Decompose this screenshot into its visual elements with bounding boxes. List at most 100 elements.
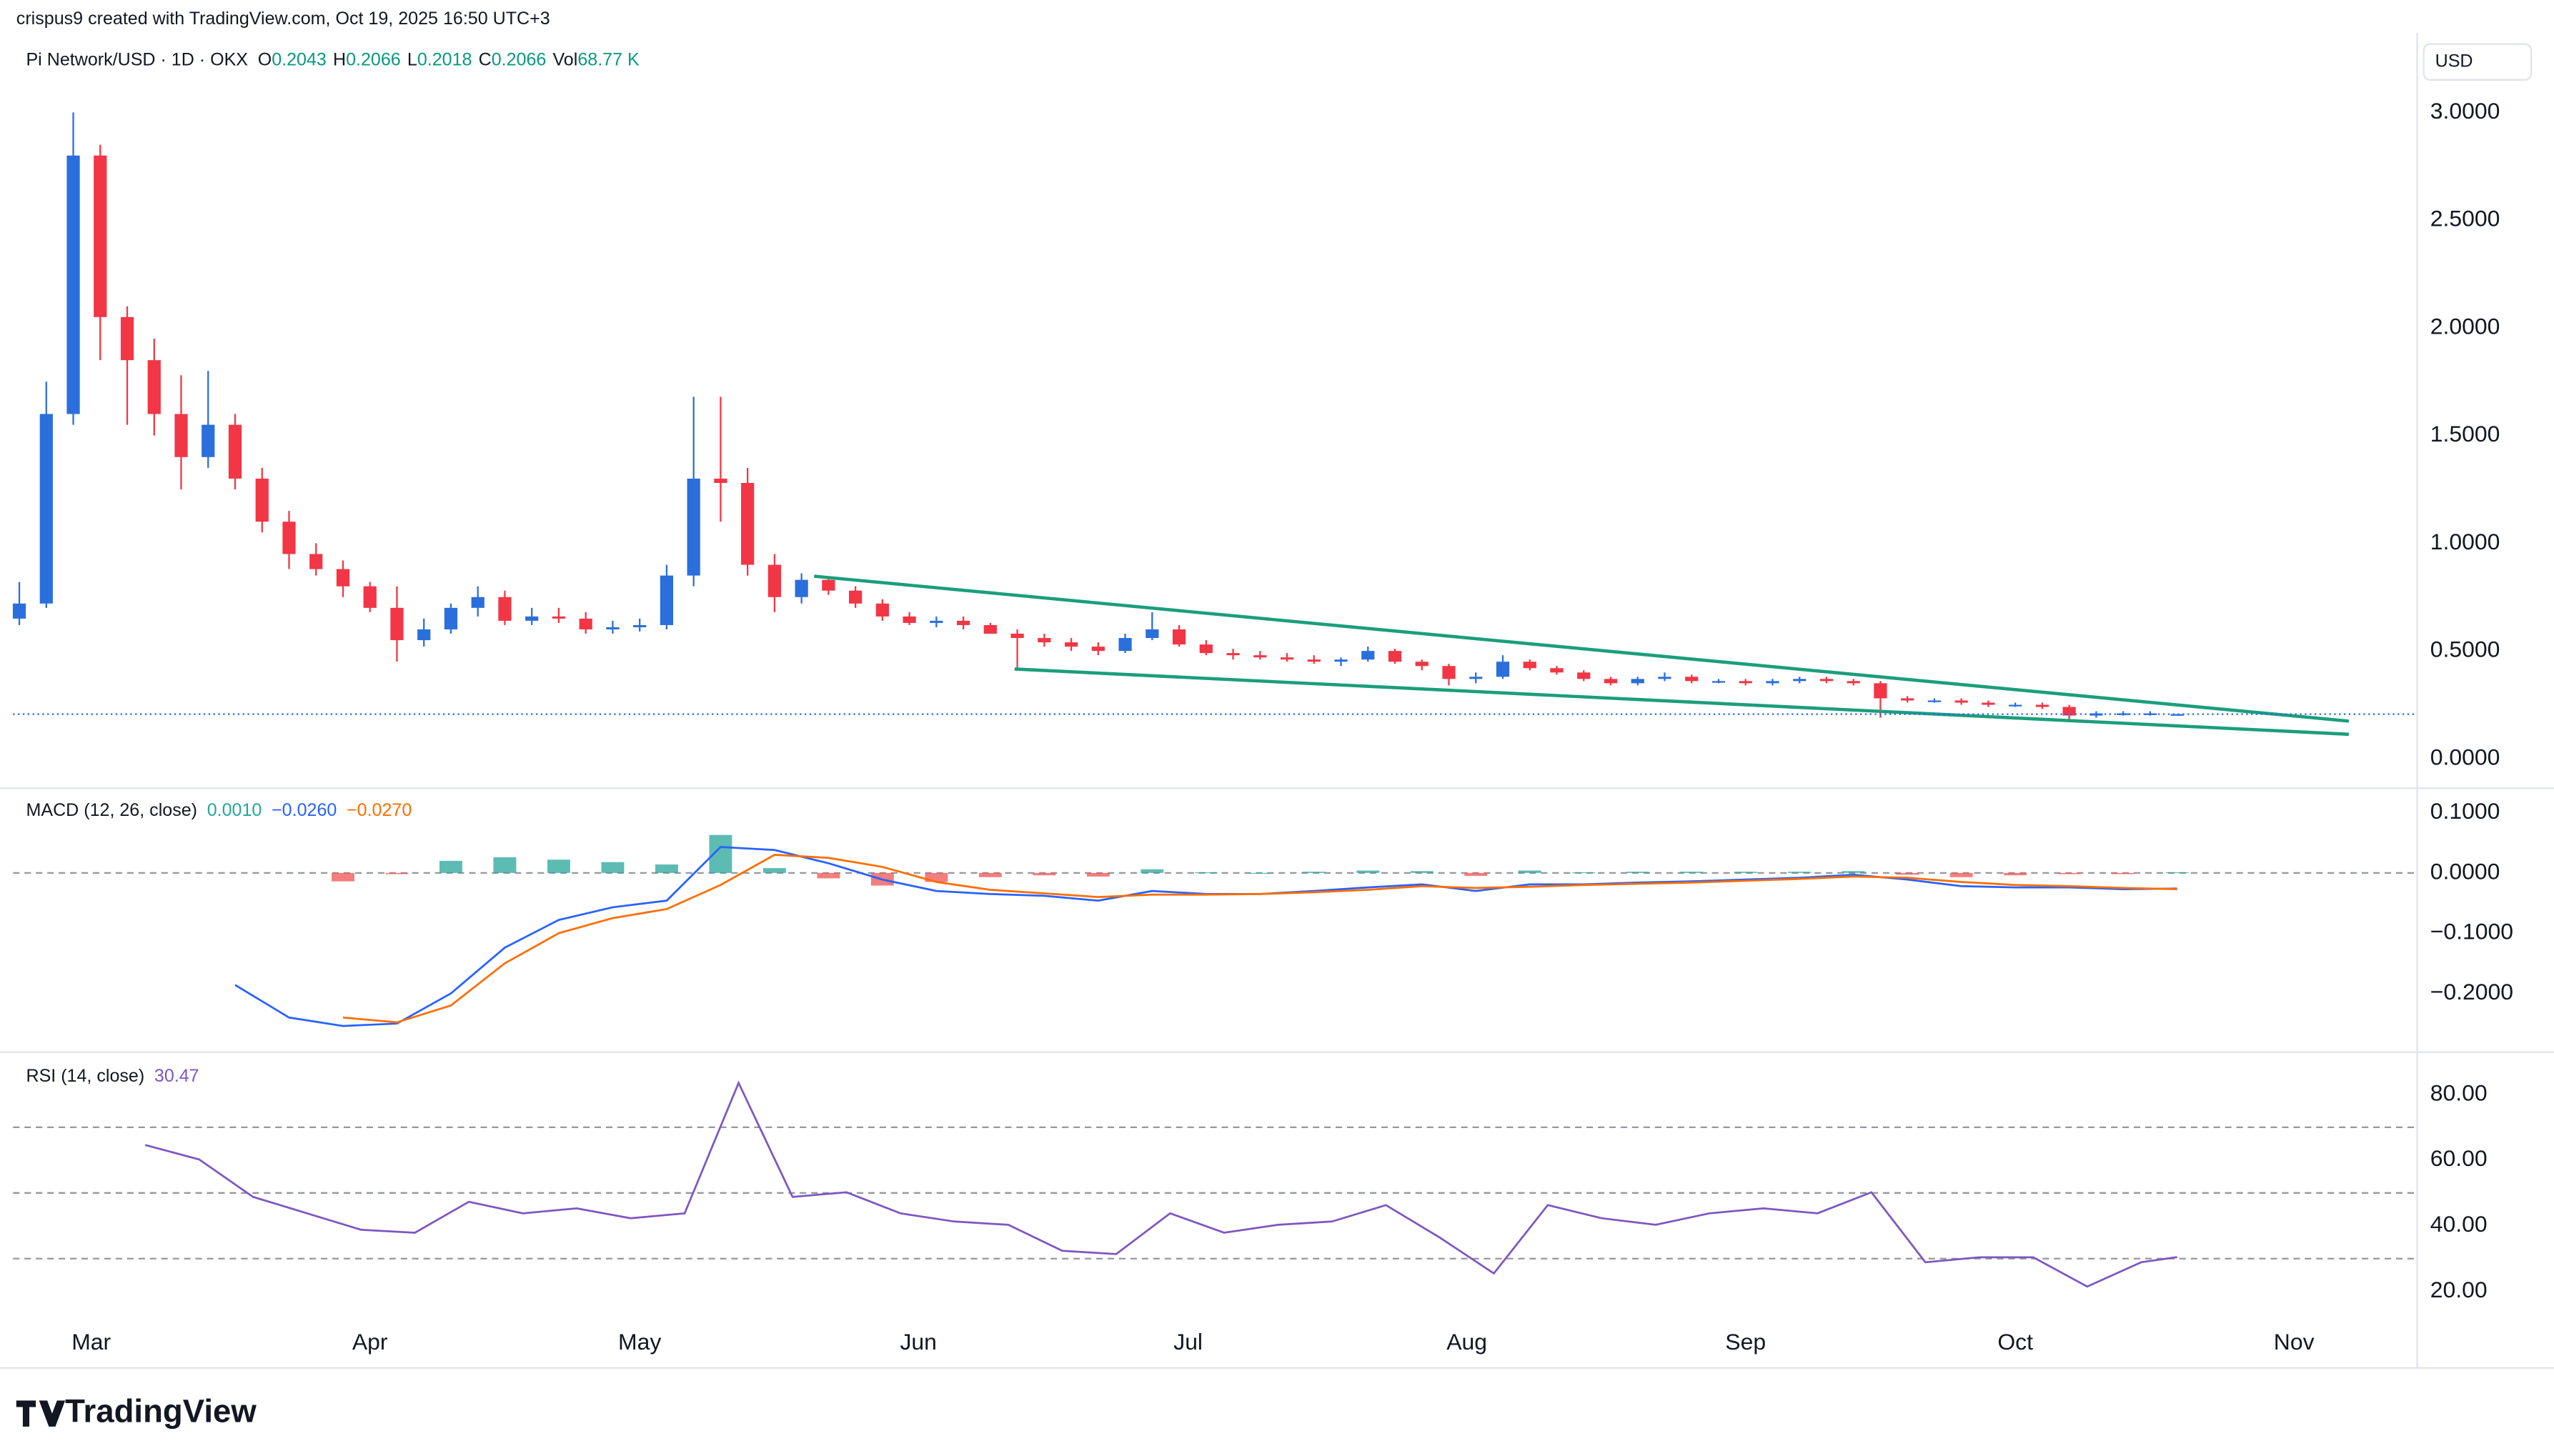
- candle-body: [174, 414, 188, 457]
- trendline: [814, 574, 2350, 723]
- candle-body: [2117, 713, 2130, 715]
- c-value: 0.2066: [492, 49, 547, 69]
- candle-body: [1631, 679, 1644, 684]
- candle-body: [767, 564, 782, 597]
- vol-label: Vol: [552, 49, 577, 69]
- currency[interactable]: USD: [2435, 51, 2473, 71]
- candle-body: [1577, 672, 1591, 679]
- candle-body: [255, 478, 269, 522]
- candle-body: [1307, 659, 1321, 662]
- histogram-bar: [1680, 872, 1704, 873]
- candle-body: [1927, 700, 1942, 702]
- histogram-bar: [1356, 870, 1380, 873]
- candle-body: [1496, 662, 1510, 677]
- candle-body: [633, 624, 647, 627]
- candle-body: [741, 482, 755, 565]
- y-tick-label: 60.00: [2430, 1145, 2488, 1171]
- l-value: 0.2018: [417, 49, 472, 69]
- candle-body: [1146, 629, 1159, 639]
- y-tick-label: 1.5000: [2430, 421, 2500, 447]
- candle-body: [336, 569, 350, 587]
- histogram-bar: [978, 872, 1002, 877]
- candle-body: [983, 624, 997, 634]
- candle-body: [525, 616, 539, 621]
- histogram-bar: [1896, 872, 1919, 875]
- candle-body: [956, 620, 970, 625]
- candle-body: [606, 627, 620, 629]
- candle-body: [1038, 638, 1051, 643]
- candle-body: [228, 424, 242, 479]
- candle-body: [363, 586, 377, 608]
- currency-box[interactable]: [2423, 43, 2533, 81]
- macd-legend: MACD (12, 26, close) 0.0010 −0.0260 −0.0270: [26, 800, 412, 820]
- histogram-bar: [2165, 872, 2189, 874]
- candle-body: [1819, 679, 1834, 682]
- histogram-bar: [2004, 872, 2027, 876]
- rsi-legend-value: 30.47: [154, 1065, 199, 1085]
- vol-value: 68.77 K: [577, 49, 640, 69]
- x-tick-label: Apr: [352, 1329, 388, 1355]
- histogram-bar: [1734, 872, 1757, 873]
- symbol: Pi Network/USD · 1D · OKX: [26, 49, 248, 69]
- o-value: 0.2043: [272, 49, 327, 69]
- candle-body: [1334, 659, 1348, 662]
- candle-body: [1442, 666, 1456, 679]
- candle-body: [579, 618, 592, 629]
- y-tick-label: 2.5000: [2430, 206, 2500, 231]
- histogram-bar: [332, 872, 354, 882]
- macd-legend-value: −0.0260: [272, 800, 337, 820]
- candle-body: [2170, 714, 2184, 716]
- candle-body: [498, 597, 512, 621]
- candle-body: [309, 554, 323, 569]
- macd-legend-value: −0.0270: [347, 800, 412, 820]
- candle-body: [1469, 677, 1483, 679]
- x-tick-label: Sep: [1725, 1329, 1766, 1355]
- candle-body: [1766, 681, 1779, 684]
- candle-body: [1954, 700, 1968, 703]
- histogram-bar: [493, 857, 517, 873]
- histogram-bar: [2057, 872, 2081, 874]
- candle-body: [1793, 679, 1807, 682]
- x-tick-label: Aug: [1446, 1329, 1487, 1355]
- candle-body: [875, 603, 889, 617]
- candle-body: [687, 478, 700, 576]
- candle-body: [1280, 657, 1294, 660]
- x-tick-label: Jul: [1173, 1329, 1203, 1355]
- y-tick-label: 0.0000: [2430, 858, 2500, 884]
- macd-legend-value: 0.0010: [207, 800, 262, 820]
- histogram-bar: [817, 872, 840, 879]
- histogram-bar: [1141, 869, 1164, 873]
- x-tick-label: May: [618, 1329, 661, 1355]
- trendline: [1014, 667, 2350, 737]
- candle-body: [795, 579, 808, 597]
- candle-body: [147, 360, 161, 414]
- candle-body: [1199, 644, 1213, 654]
- histogram-bar: [1842, 871, 1865, 873]
- candle-body: [1523, 662, 1536, 669]
- y-tick-label: 0.5000: [2430, 637, 2500, 662]
- candle-body: [903, 616, 916, 623]
- candle-body: [1064, 642, 1078, 647]
- histogram-bar: [385, 872, 409, 874]
- candle-body: [2009, 704, 2022, 707]
- candle-body: [1361, 651, 1375, 660]
- h-value: 0.2066: [346, 49, 401, 69]
- candle-body: [1010, 634, 1024, 639]
- candle-body: [849, 590, 863, 604]
- x-tick-label: Nov: [2274, 1329, 2315, 1355]
- candle-body: [1711, 681, 1726, 683]
- y-tick-label: 2.0000: [2430, 313, 2500, 339]
- candle-body: [2035, 704, 2049, 707]
- candle-body: [1415, 662, 1428, 667]
- credit: crispus9 created with TradingView.com, O…: [16, 9, 550, 29]
- candle-body: [94, 155, 107, 317]
- rsi-line: [144, 1080, 2177, 1288]
- brand: TradingView: [65, 1393, 257, 1430]
- y-tick-label: 3.0000: [2430, 98, 2500, 124]
- y-tick-label: 0.1000: [2430, 798, 2500, 824]
- candle-body: [1172, 629, 1186, 645]
- macd-title: MACD (12, 26, close): [26, 800, 197, 820]
